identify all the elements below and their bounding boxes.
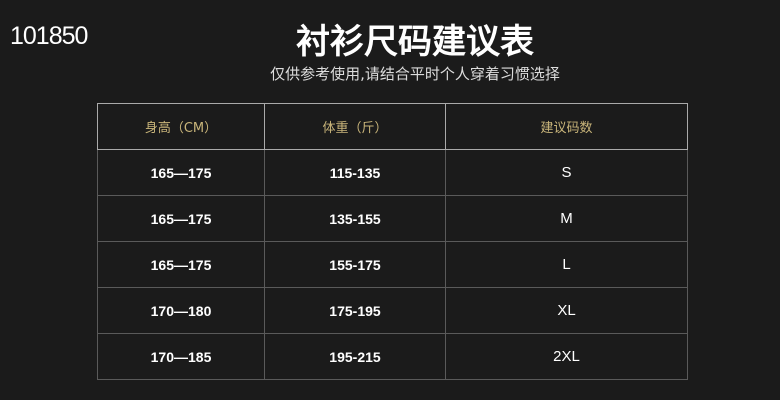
cell-size: XL	[445, 287, 688, 334]
header-size: 建议码数	[445, 103, 688, 150]
table-row: 170—180 175-195 XL	[97, 287, 688, 334]
cell-weight: 115-135	[264, 149, 446, 196]
table-row: 165—175 135-155 M	[97, 195, 688, 242]
cell-height: 170—180	[97, 287, 265, 334]
header-weight: 体重（斤）	[264, 103, 446, 150]
header-height: 身高（CM）	[97, 103, 265, 150]
cell-weight: 195-215	[264, 333, 446, 380]
cell-weight: 155-175	[264, 241, 446, 288]
cell-size: S	[445, 149, 688, 196]
size-table: 身高（CM） 体重（斤） 建议码数 165—175 115-135 S 165—175…	[97, 103, 688, 380]
table-header: 身高（CM） 体重（斤） 建议码数	[97, 103, 688, 150]
cell-size: L	[445, 241, 688, 288]
cell-size: 2XL	[445, 333, 688, 380]
cell-size: M	[445, 195, 688, 242]
cell-weight: 135-155	[264, 195, 446, 242]
watermark: 101850	[10, 22, 88, 50]
page-title: 衬衫尺码建议表	[296, 22, 534, 62]
cell-height: 170—185	[97, 333, 265, 380]
table-row: 165—175 115-135 S	[97, 149, 688, 196]
cell-height: 165—175	[97, 241, 265, 288]
table-row: 165—175 155-175 L	[97, 241, 688, 288]
cell-weight: 175-195	[264, 287, 446, 334]
table-row: 170—185 195-215 2XL	[97, 333, 688, 380]
subtitle: 仅供参考使用,请结合平时个人穿着习惯选择	[270, 65, 560, 83]
cell-height: 165—175	[97, 149, 265, 196]
cell-height: 165—175	[97, 195, 265, 242]
